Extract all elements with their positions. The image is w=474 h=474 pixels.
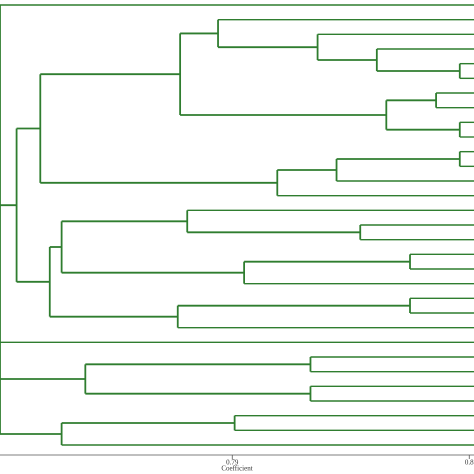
x-tick-label: 0.79	[226, 459, 239, 467]
x-axis-label: Coefficient	[221, 465, 252, 473]
x-tick-label: 0.8	[465, 459, 474, 467]
